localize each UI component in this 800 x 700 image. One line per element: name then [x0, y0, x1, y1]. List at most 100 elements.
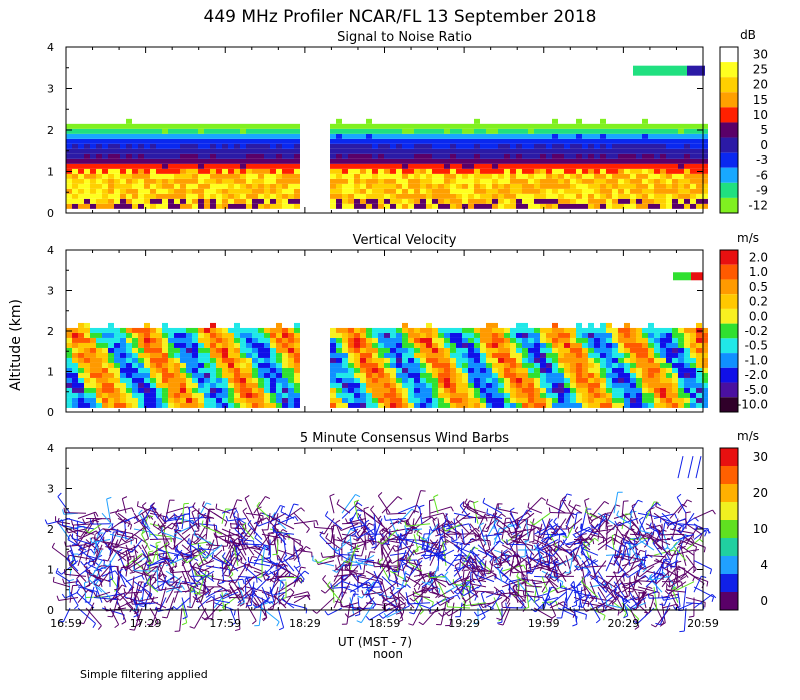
data-cell	[522, 168, 528, 174]
data-cell	[372, 198, 378, 204]
data-cell	[228, 123, 234, 129]
wind-barb	[347, 544, 359, 563]
data-cell	[258, 198, 264, 204]
data-cell	[426, 357, 432, 363]
data-cell	[594, 377, 600, 383]
data-cell	[642, 357, 648, 363]
data-cell	[486, 397, 492, 403]
data-cell	[240, 337, 246, 343]
data-cell	[642, 153, 648, 159]
data-cell	[372, 143, 378, 149]
data-cell	[96, 372, 102, 378]
data-cell	[174, 337, 180, 343]
wind-barb	[337, 557, 343, 572]
data-cell	[408, 372, 414, 378]
wind-barb-flag	[123, 588, 126, 594]
data-cell	[252, 203, 258, 209]
data-cell	[522, 128, 528, 134]
data-cell	[246, 173, 252, 179]
data-cell	[288, 332, 294, 338]
wind-barb	[141, 576, 151, 592]
data-cell	[444, 138, 450, 144]
data-cell	[516, 133, 522, 139]
data-cell	[570, 193, 576, 199]
data-cell	[468, 133, 474, 139]
data-field	[66, 272, 708, 408]
data-cell	[630, 347, 636, 353]
data-cell	[636, 332, 642, 338]
data-cell	[408, 193, 414, 199]
data-cell	[648, 322, 654, 328]
data-cell	[462, 402, 468, 408]
wind-barb	[229, 550, 233, 565]
data-cell	[120, 332, 126, 338]
data-cell	[552, 148, 558, 154]
data-cell	[462, 352, 468, 358]
data-cell	[474, 327, 480, 333]
data-cell	[138, 362, 144, 368]
data-cell	[594, 332, 600, 338]
data-cell	[102, 367, 108, 373]
data-cell	[684, 128, 690, 134]
wind-barb	[234, 565, 247, 584]
data-cell	[420, 362, 426, 368]
data-cell	[492, 397, 498, 403]
data-cell	[414, 382, 420, 388]
data-cell	[402, 183, 408, 189]
data-cell	[168, 163, 174, 169]
data-cell	[114, 332, 120, 338]
data-cell	[702, 163, 708, 169]
wind-barb-flag	[353, 538, 359, 542]
data-cell	[222, 382, 228, 388]
data-cell	[174, 387, 180, 393]
data-cell	[552, 367, 558, 373]
data-cell	[540, 158, 546, 164]
data-cell	[666, 143, 672, 149]
wind-barb	[157, 514, 175, 530]
wind-barb	[281, 598, 295, 609]
wind-barb	[205, 587, 224, 598]
data-cell	[108, 387, 114, 393]
data-cell	[588, 128, 594, 134]
wind-barb	[181, 562, 191, 582]
data-cell	[150, 382, 156, 388]
data-cell	[642, 173, 648, 179]
data-cell	[216, 148, 222, 154]
data-cell	[702, 392, 708, 398]
data-cell	[456, 163, 462, 169]
data-cell	[150, 203, 156, 209]
data-cell	[618, 148, 624, 154]
data-cell	[348, 133, 354, 139]
wind-barb	[349, 534, 353, 552]
data-cell	[432, 203, 438, 209]
data-cell	[492, 352, 498, 358]
data-cell	[510, 342, 516, 348]
data-cell	[552, 138, 558, 144]
data-cell	[156, 168, 162, 174]
data-cell	[150, 377, 156, 383]
data-cell	[552, 342, 558, 348]
data-cell	[240, 332, 246, 338]
data-cell	[246, 168, 252, 174]
wind-barb	[135, 602, 159, 606]
data-cell	[390, 168, 396, 174]
data-cell	[174, 402, 180, 408]
wind-barb	[117, 533, 137, 540]
data-cell	[486, 173, 492, 179]
wind-barb	[65, 517, 87, 525]
data-cell	[252, 337, 258, 343]
data-cell	[108, 392, 114, 398]
data-cell	[390, 327, 396, 333]
data-cell	[108, 337, 114, 343]
wind-barb-flag	[326, 581, 331, 586]
wind-barb	[197, 554, 209, 567]
data-cell	[684, 357, 690, 363]
data-cell	[534, 173, 540, 179]
data-cell	[348, 367, 354, 373]
data-cell	[378, 357, 384, 363]
data-cell	[210, 367, 216, 373]
data-cell	[366, 397, 372, 403]
data-cell	[420, 327, 426, 333]
data-cell	[156, 138, 162, 144]
wind-barb	[365, 570, 383, 581]
